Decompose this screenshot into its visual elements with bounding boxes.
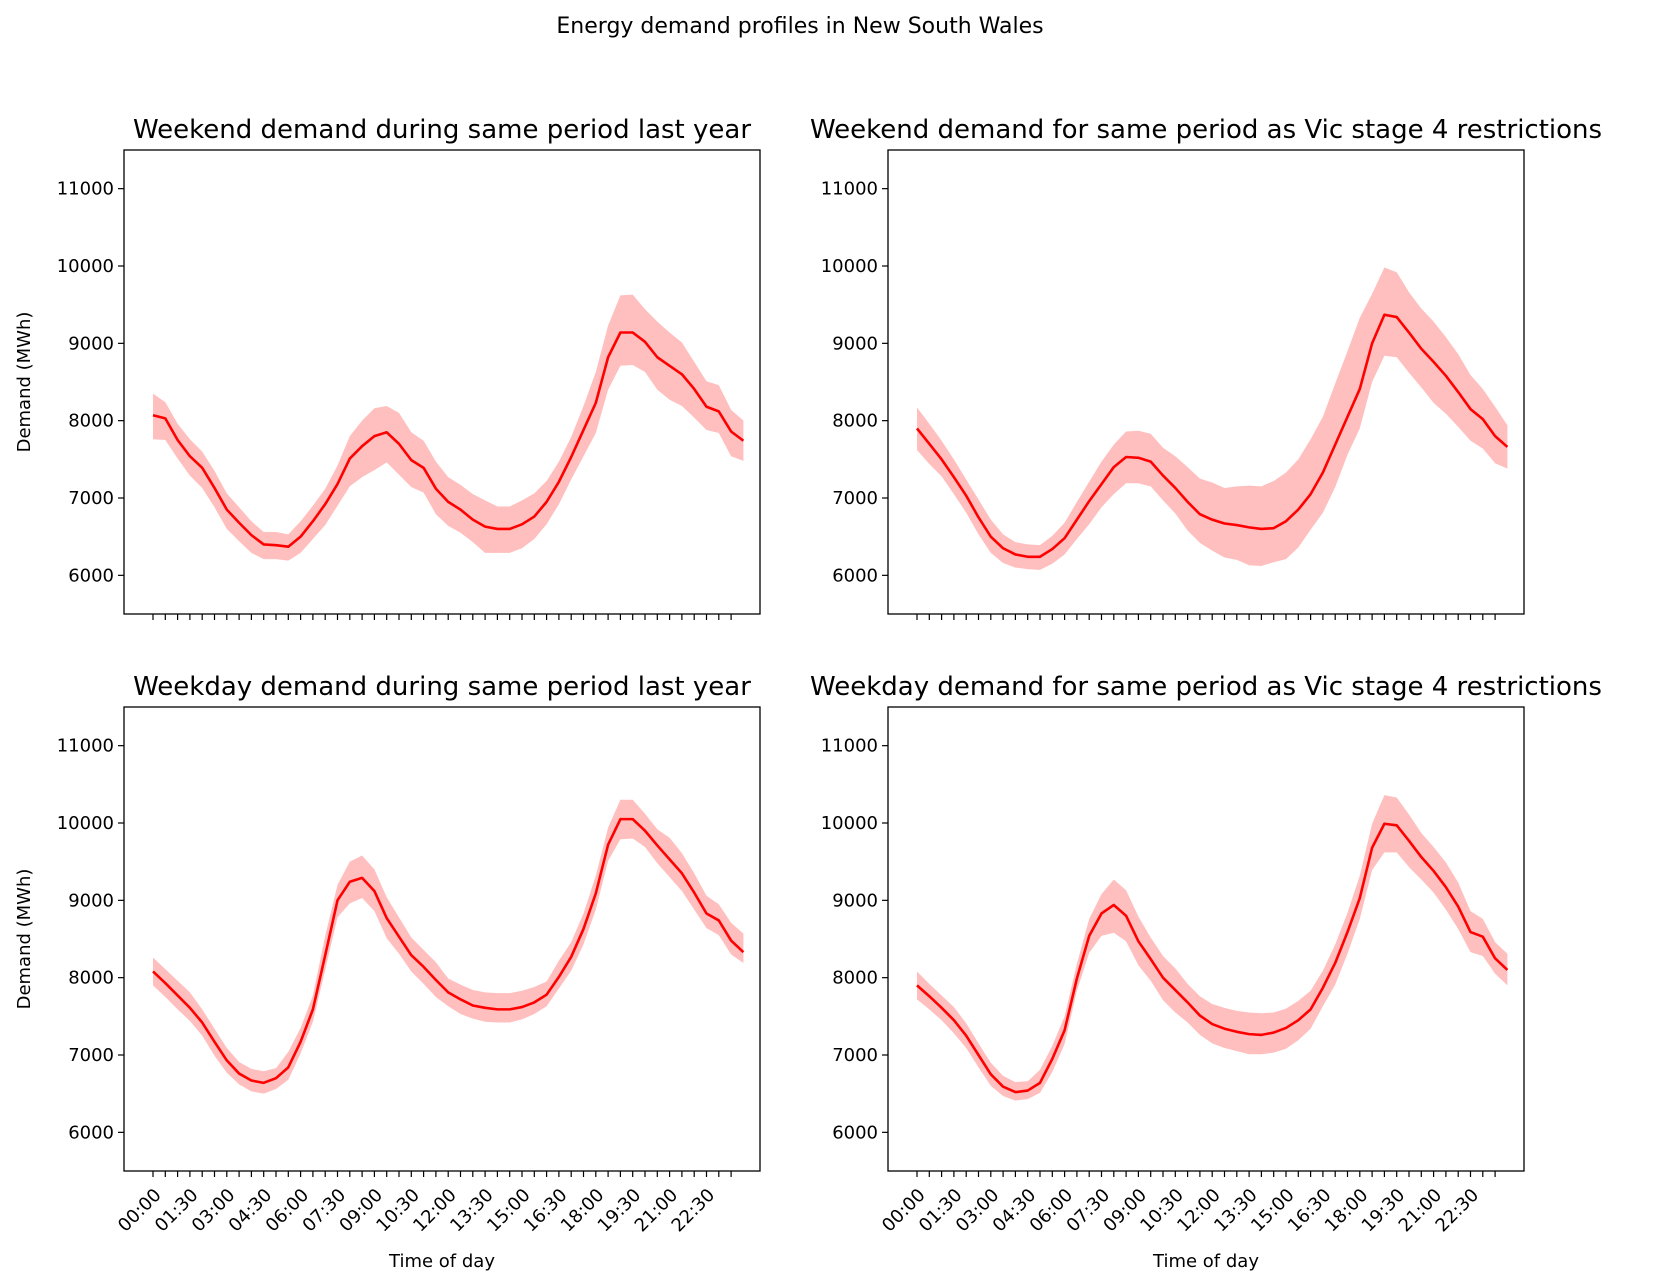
y-tick-label: 9000 xyxy=(832,333,878,354)
y-tick-label: 7000 xyxy=(68,488,114,509)
y-tick-label: 8000 xyxy=(68,968,114,989)
y-axis-label: Demand (MWh) xyxy=(14,312,35,453)
y-tick-label: 6000 xyxy=(68,565,114,586)
subplot-4: 6000700080009000100001100000:0001:3003:0… xyxy=(810,672,1602,1272)
axes-frame xyxy=(887,149,1525,615)
y-tick-label: 8000 xyxy=(68,411,114,432)
axes-frame xyxy=(123,706,761,1172)
y-tick-label: 6000 xyxy=(832,1122,878,1143)
subplot-title: Weekend demand for same period as Vic st… xyxy=(810,115,1602,145)
demand-line xyxy=(152,817,745,1085)
axes-frame xyxy=(123,149,761,615)
confidence-band xyxy=(917,795,1508,1101)
y-tick-label: 10000 xyxy=(57,813,114,834)
axes-frame xyxy=(887,706,1525,1172)
subplot-2: 6000 7000 8000 9000 10000 11000 Weekend demand… xyxy=(810,115,1602,620)
demand-line xyxy=(915,313,1509,559)
y-tick-label: 9000 xyxy=(68,333,114,354)
subplot-3: 6000700080009000100001100000:0001:3003:0… xyxy=(14,672,761,1272)
x-axis-label: Time of day xyxy=(1152,1251,1259,1272)
y-axis-label: Demand (MWh) xyxy=(14,869,35,1010)
subplot-title: Weekday demand for same period as Vic st… xyxy=(810,672,1602,702)
y-tick-label: 6000 xyxy=(68,1122,114,1143)
x-axis-label: Time of day xyxy=(388,1251,495,1272)
confidence-band xyxy=(153,294,744,561)
figure-suptitle: Energy demand profiles in New South Wale… xyxy=(556,14,1043,39)
y-tick-label: 9000 xyxy=(832,890,878,911)
subplot-1: 6000 7000 8000 9000 10000 11000 Weekend demand… xyxy=(14,115,761,620)
y-tick-label: 10000 xyxy=(821,813,878,834)
y-tick-label: 6000 xyxy=(832,565,878,586)
y-tick-label: 10000 xyxy=(821,256,878,277)
y-tick-label: 9000 xyxy=(68,890,114,911)
y-tick-label: 7000 xyxy=(68,1045,114,1066)
y-tick-label: 8000 xyxy=(832,968,878,989)
y-tick-label: 8000 xyxy=(832,411,878,432)
y-tick-label: 7000 xyxy=(832,1045,878,1066)
y-tick-label: 11000 xyxy=(57,736,114,757)
x-tick-label: 22:30 xyxy=(1432,1185,1484,1237)
y-tick-label: 11000 xyxy=(57,179,114,200)
subplot-title: Weekend demand during same period last y… xyxy=(133,115,751,145)
y-tick-label: 11000 xyxy=(821,736,878,757)
y-tick-label: 11000 xyxy=(821,179,878,200)
y-tick-label: 10000 xyxy=(57,256,114,277)
x-tick-label: 22:30 xyxy=(668,1185,720,1237)
subplot-title: Weekday demand during same period last y… xyxy=(133,672,751,702)
y-tick-label: 7000 xyxy=(832,488,878,509)
confidence-band xyxy=(917,267,1508,570)
demand-line xyxy=(152,331,745,549)
subplot-grid: 6000 7000 8000 9000 10000 11000 Weekend demand… xyxy=(14,115,1602,1272)
demand-line xyxy=(916,822,1509,1094)
